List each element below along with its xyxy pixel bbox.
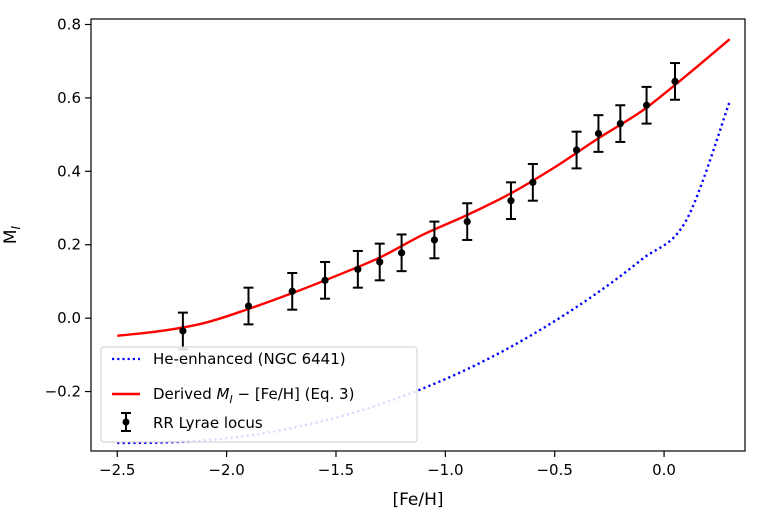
data-point — [376, 258, 384, 266]
rr-lyrae-point — [396, 233, 407, 273]
data-point — [594, 129, 603, 138]
x-tick-label: −1.0 — [427, 461, 463, 479]
legend-derived-label: Derived MI − [Fe/H] (Eq. 3) — [153, 385, 354, 406]
rr-lyrae-point — [287, 271, 298, 311]
y-tick-label: −0.2 — [45, 383, 81, 401]
rr-lyrae-point — [571, 130, 582, 170]
rr-lyrae-point — [593, 114, 604, 153]
x-axis-label: [Fe/H] — [392, 490, 443, 510]
legend-derived-prefix: Derived — [153, 385, 217, 403]
y-tick-label: 0.4 — [57, 162, 81, 180]
legend-derived-sub: I — [229, 393, 232, 406]
y-tick-label: 0.8 — [57, 16, 81, 34]
y-axis-label-sub: I — [9, 225, 23, 229]
plot-frame — [90, 18, 746, 452]
rr-lyrae-point — [177, 311, 188, 351]
data-point — [642, 101, 651, 109]
y-tick-label: 0.2 — [57, 236, 81, 254]
data-point — [671, 77, 679, 85]
x-tick-label: −1.5 — [318, 461, 354, 479]
y-tick-label: 0.0 — [57, 309, 81, 327]
rr-lyrae-point — [462, 202, 473, 241]
rr-lyrae-point — [505, 181, 516, 221]
legend-rr-lyrae-label: RR Lyrae locus — [153, 414, 263, 432]
data-point — [616, 120, 624, 128]
rr-lyrae-point — [429, 220, 440, 260]
y-axis-label: MI — [1, 225, 23, 244]
x-tick-label: −2.5 — [99, 461, 135, 479]
data-point — [529, 178, 537, 186]
data-point — [244, 302, 253, 310]
data-point — [463, 218, 471, 226]
rr-lyrae-point — [320, 260, 331, 300]
rr-lyrae-point — [527, 162, 538, 202]
rr-lyrae-point — [670, 62, 681, 101]
data-point — [179, 327, 187, 335]
data-point — [321, 276, 329, 284]
legend-rr-lyrae-swatch — [121, 412, 131, 432]
rr-lyrae-point — [374, 242, 385, 282]
x-tick-label: −0.5 — [536, 461, 572, 479]
data-point — [507, 197, 515, 205]
rr-lyrae-point — [243, 286, 254, 326]
legend-box — [100, 346, 418, 443]
y-axis-label-main: M — [1, 229, 21, 244]
y-tick-label: 0.6 — [57, 89, 81, 107]
rr-lyrae-point — [615, 104, 626, 143]
data-point — [572, 146, 581, 154]
legend-he-enhanced-label: He-enhanced (NGC 6441) — [153, 350, 346, 368]
legend-derived-suffix: − [Fe/H] (Eq. 3) — [233, 385, 355, 403]
legend-derived-math: M — [217, 385, 230, 403]
data-point — [354, 265, 362, 273]
rr-lyrae-point — [352, 249, 363, 289]
x-tick-label: −2.0 — [208, 461, 244, 479]
rr-lyrae-point — [641, 85, 652, 125]
legend: He-enhanced (NGC 6441) Derived MI − [Fe/… — [100, 346, 418, 443]
x-tick-label: 0.0 — [652, 461, 676, 479]
data-point — [397, 249, 406, 257]
derived-relation-curve — [117, 38, 731, 337]
data-point — [288, 287, 296, 295]
data-point — [430, 236, 439, 244]
ticks-layer: −2.5 −2.0 −1.5 −1.0 −0.5 0.0 −0.2 0.0 0.2 0.4 0.6 0… — [45, 16, 676, 479]
